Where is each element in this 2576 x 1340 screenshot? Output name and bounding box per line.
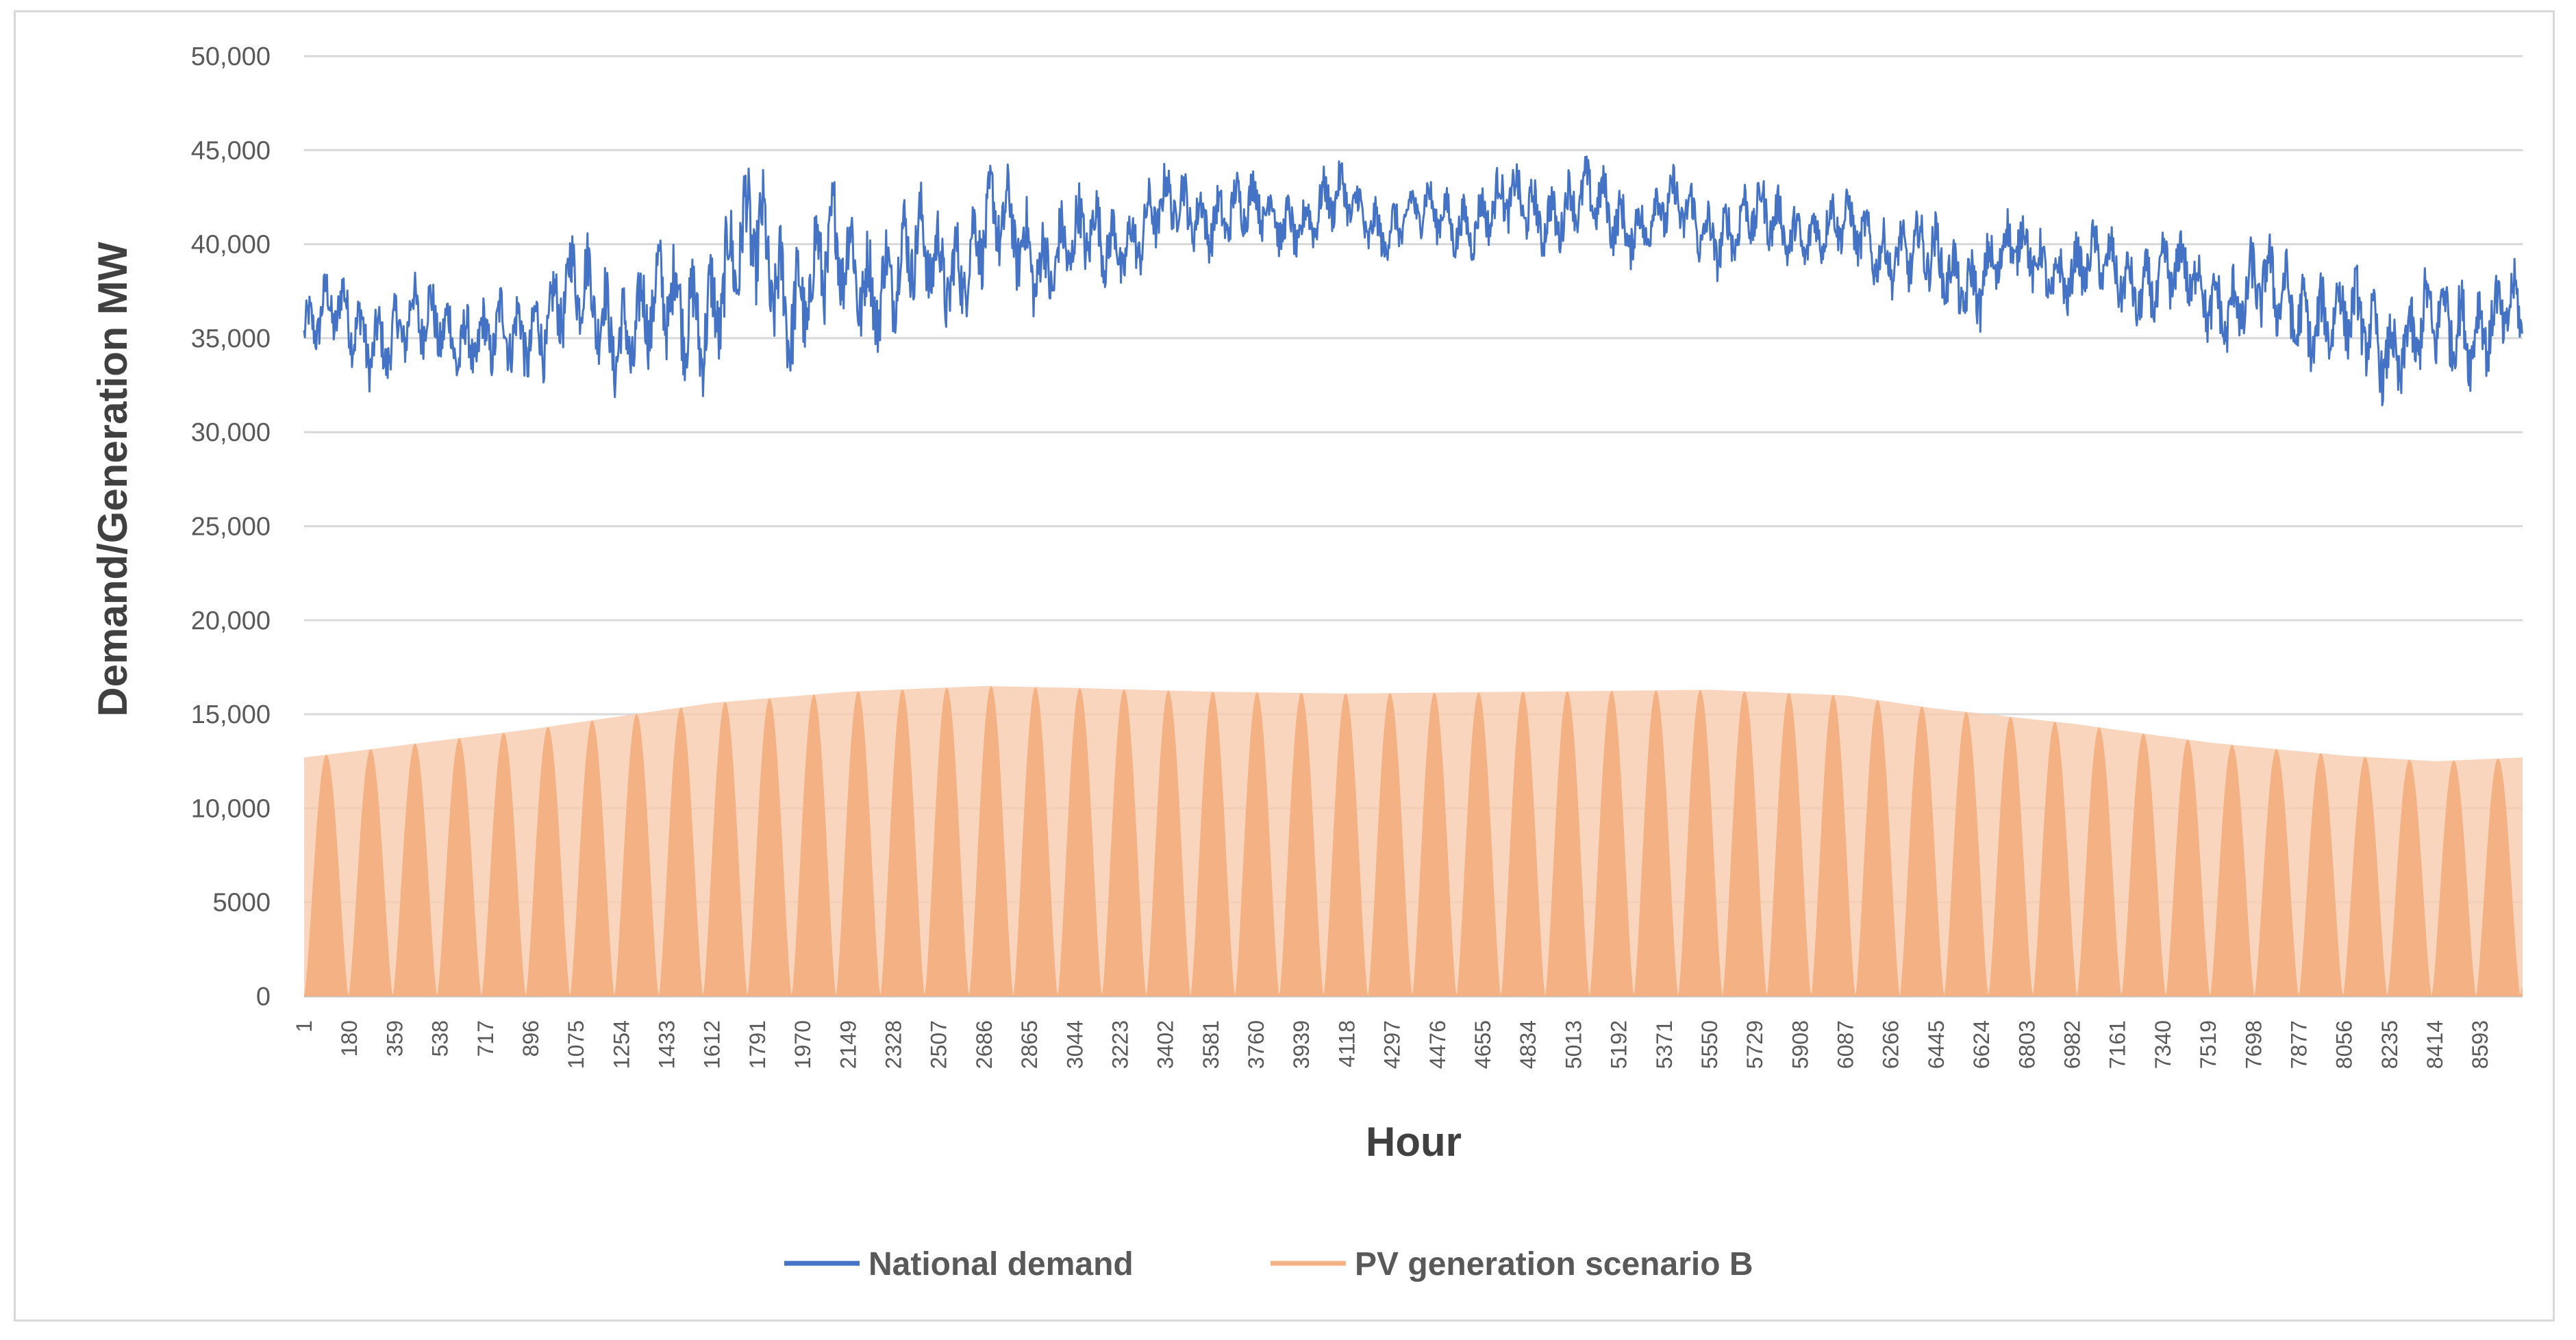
y-tick-label: 20,000: [191, 607, 271, 635]
x-tick-label: 6087: [1834, 1020, 1858, 1069]
x-tick-label: 3402: [1153, 1020, 1178, 1069]
x-tick-label: 4655: [1471, 1020, 1495, 1069]
x-tick-label: 5013: [1561, 1020, 1586, 1069]
y-tick-labels: 0 5000 10,000 15,000 20,000 25,000 30,000 35,00…: [191, 42, 271, 1011]
pv-generation-series: [304, 686, 2523, 996]
x-tick-label: 8414: [2423, 1020, 2447, 1069]
y-tick-label: 30,000: [191, 418, 271, 447]
legend: National demand PV generation scenario B: [784, 1246, 1753, 1282]
x-tick-label: 3044: [1062, 1020, 1087, 1069]
y-tick-label: 45,000: [191, 136, 271, 165]
x-tick-label: 5729: [1742, 1020, 1767, 1069]
y-axis-title: Demand/Generation MW: [90, 242, 136, 717]
pv-generation-area: [304, 686, 2523, 996]
x-tick-label: 7519: [2196, 1020, 2221, 1069]
x-tick-label: 5908: [1788, 1020, 1812, 1069]
x-tick-label: 896: [518, 1020, 543, 1057]
x-tick-label: 2686: [972, 1020, 997, 1069]
x-tick-label: 1254: [609, 1020, 634, 1069]
x-tick-label: 6445: [1924, 1020, 1949, 1069]
y-tick-label: 15,000: [191, 700, 271, 729]
x-tick-label: 7877: [2286, 1020, 2311, 1069]
x-tick-label: 7161: [2105, 1020, 2130, 1069]
x-tick-label: 2328: [881, 1020, 906, 1069]
x-tick-label: 1970: [790, 1020, 815, 1069]
legend-label-pv-generation: PV generation scenario B: [1355, 1246, 1753, 1282]
x-tick-label: 6624: [1969, 1020, 1994, 1069]
x-tick-label: 5550: [1697, 1020, 1722, 1069]
x-tick-label: 1433: [655, 1020, 679, 1069]
x-tick-label: 3939: [1289, 1020, 1314, 1069]
y-tick-label: 50,000: [191, 42, 271, 71]
national-demand-line: [303, 155, 2523, 407]
x-tick-label: 1: [292, 1020, 316, 1033]
y-tick-label: 40,000: [191, 231, 271, 260]
y-tick-label: 5000: [212, 889, 271, 918]
legend-label-national-demand: National demand: [868, 1246, 1134, 1282]
x-tick-label: 180: [337, 1020, 362, 1057]
x-tick-label: 3581: [1199, 1020, 1223, 1069]
x-tick-label: 7340: [2151, 1020, 2175, 1069]
x-tick-label: 2507: [927, 1020, 951, 1069]
x-tick-label: 1075: [564, 1020, 588, 1069]
x-tick-label: 6803: [2014, 1020, 2039, 1069]
x-tick-label: 5192: [1607, 1020, 1631, 1069]
national-demand-series: [303, 155, 2523, 407]
x-tick-label: 538: [428, 1020, 453, 1057]
x-tick-label: 4118: [1334, 1020, 1359, 1067]
x-tick-label: 4476: [1425, 1020, 1450, 1069]
x-tick-label: 5371: [1652, 1020, 1677, 1069]
y-tick-label: 35,000: [191, 325, 271, 353]
x-tick-label: 3760: [1244, 1020, 1268, 1069]
x-tick-label: 8593: [2468, 1020, 2492, 1069]
x-tick-label: 359: [382, 1020, 407, 1057]
y-tick-label: 25,000: [191, 513, 271, 542]
x-tick-label: 7698: [2241, 1020, 2266, 1069]
x-tick-label: 4834: [1516, 1020, 1540, 1069]
y-tick-label: 10,000: [191, 794, 271, 823]
x-tick-label: 1791: [745, 1020, 770, 1069]
x-tick-label: 1612: [700, 1020, 725, 1069]
x-tick-label: 8235: [2377, 1020, 2402, 1069]
x-tick-label: 6266: [1879, 1020, 1903, 1069]
x-tick-labels: 1 180 359 538 717 896 1075 1254 1433 1612 1791 1970…: [292, 1020, 2492, 1069]
y-tick-label: 0: [256, 983, 271, 1011]
x-tick-label: 6982: [2060, 1020, 2085, 1069]
x-tick-label: 4297: [1380, 1020, 1405, 1069]
x-tick-label: 2865: [1017, 1020, 1042, 1069]
x-tick-label: 2149: [836, 1020, 860, 1069]
x-axis-title: Hour: [1366, 1119, 1462, 1165]
x-tick-label: 8056: [2332, 1020, 2357, 1069]
x-tick-label: 3223: [1108, 1020, 1132, 1069]
x-tick-label: 717: [473, 1020, 498, 1057]
